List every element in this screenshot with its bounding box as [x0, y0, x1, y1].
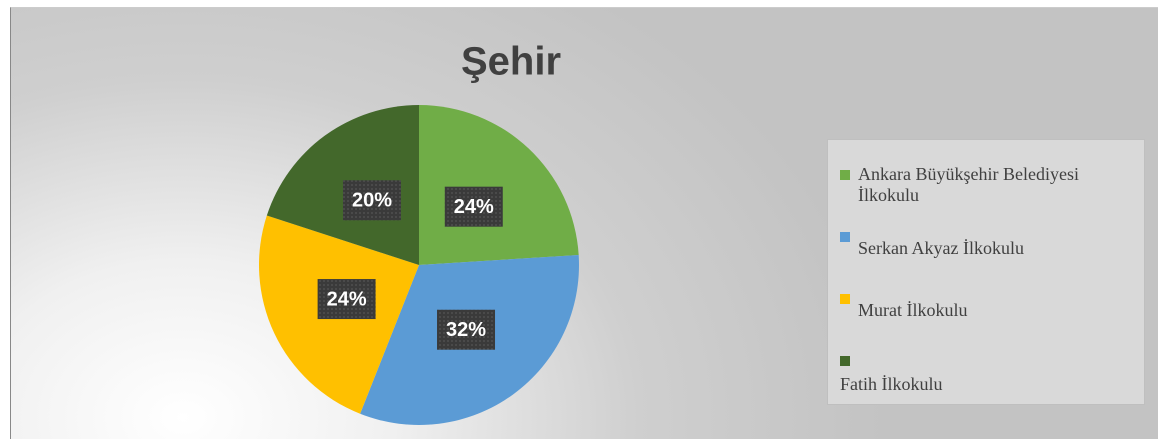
data-label-box [342, 180, 401, 221]
data-label: 20% [352, 190, 392, 212]
legend-swatch [840, 356, 850, 366]
chart: Şehir 24% 32% 24% 20% [259, 40, 579, 426]
legend-entry: Fatih İlkokulu [840, 350, 1134, 412]
data-label: 24% [327, 288, 367, 310]
legend-swatch [840, 232, 850, 242]
pie-slice [266, 105, 419, 265]
chart-title: Şehir [461, 40, 561, 84]
data-label: 32% [446, 319, 486, 341]
legend-label: Fatih İlkokulu [840, 374, 943, 394]
legend-label: Serkan Akyaz İlkokulu [858, 238, 1024, 258]
data-label-box [437, 309, 496, 350]
legend: Ankara Büyükşehir Belediyesi İlkokulu Ser… [827, 139, 1145, 405]
legend-swatch [840, 170, 850, 180]
data-label: 24% [454, 196, 494, 218]
legend-label: Ankara Büyükşehir Belediyesi İlkokulu [858, 164, 1079, 205]
legend-entry: Murat İlkokulu [840, 288, 1134, 350]
legend-entry: Ankara Büyükşehir Belediyesi İlkokulu [840, 164, 1134, 226]
chart-area: Şehir 24% 32% 24% 20% Ankara Büyükşehir Bel… [10, 7, 1158, 439]
pie-slice [419, 105, 579, 265]
data-label-box [444, 186, 503, 227]
legend-swatch [840, 294, 850, 304]
data-label-box [317, 279, 376, 320]
legend-entry: Serkan Akyaz İlkokulu [840, 226, 1134, 288]
legend-label: Murat İlkokulu [858, 300, 968, 320]
